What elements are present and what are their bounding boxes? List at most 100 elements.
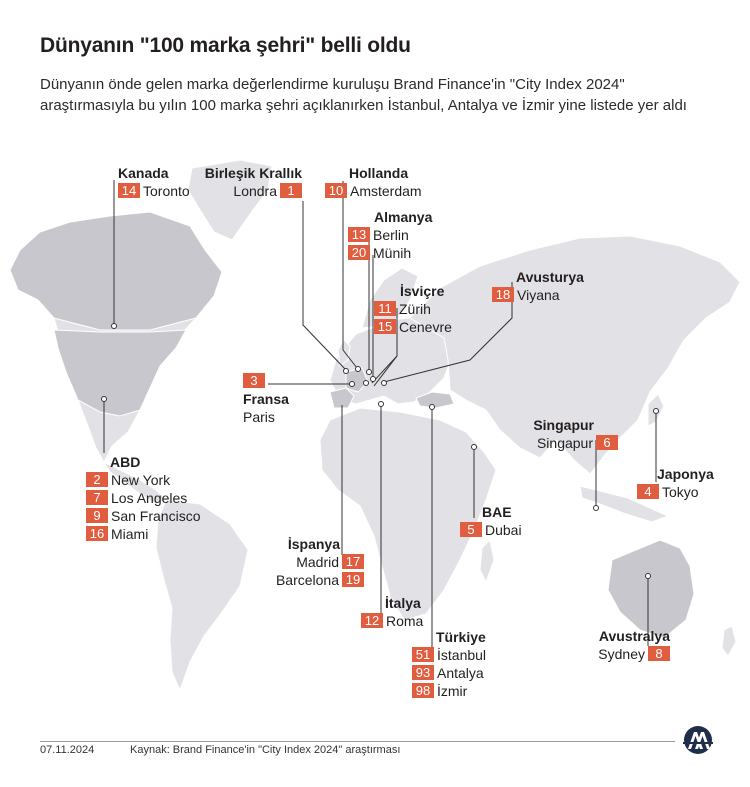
rank-badge: 4 (637, 484, 659, 499)
country-name: Japonya (657, 466, 714, 482)
city-name: Dubai (485, 522, 522, 538)
footer-date: 07.11.2024 (40, 744, 95, 756)
rank-badge: 12 (361, 613, 383, 628)
city-name: Sydney (598, 646, 645, 662)
city-name: Antalya (437, 665, 484, 681)
marker-viyana (381, 380, 387, 386)
page-subtitle: Dünyanın önde gelen marka değerlendirme … (40, 76, 687, 114)
leader-amsterdam (342, 181, 358, 369)
marker-londra (343, 368, 349, 374)
rank-badge: 19 (342, 572, 364, 587)
label-avustralya: Avustralya Sydney 8 (566, 627, 670, 663)
country-name: Avustralya (598, 628, 670, 644)
country-name: Avusturya (516, 269, 584, 285)
country-name: Fransa (243, 391, 289, 407)
country-name: Türkiye (436, 629, 486, 645)
new-zealand-shape (721, 625, 737, 657)
city-name: İzmir (437, 683, 468, 699)
country-name: Singapur (533, 417, 594, 433)
rank-badge: 18 (492, 287, 514, 302)
label-fransa: 3 Fransa Paris (243, 372, 289, 426)
turkey-highlight (415, 391, 455, 409)
marker-dubai (471, 444, 477, 450)
marker-berlin (366, 369, 372, 375)
rank-badge: 5 (460, 522, 482, 537)
city-name: İstanbul (437, 647, 487, 663)
marker-new-york (101, 396, 107, 402)
rank-badge: 93 (412, 665, 434, 680)
country-name: İsviçre (400, 283, 445, 299)
rank-badge: 16 (86, 526, 108, 541)
label-isvicre: İsviçre 11 Zürih 15 Cenevre (374, 282, 452, 336)
country-name: İtalya (385, 595, 421, 611)
label-singapur: Singapur Singapur 6 (520, 416, 618, 452)
madagascar-shape (479, 538, 495, 584)
city-name: Münih (373, 245, 412, 261)
country-name: ABD (110, 454, 141, 470)
city-name: Madrid (296, 554, 339, 570)
city-name: Cenevre (399, 319, 452, 335)
southeast-asia-shape (579, 485, 670, 523)
label-abd: ABD 2 New York 7 Los Angeles 9 San Francisc… (86, 453, 200, 543)
label-avusturya: Avusturya 18 Viyana (492, 268, 584, 304)
label-hollanda: Hollanda 10 Amsterdam (325, 164, 422, 200)
city-name: San Francisco (111, 508, 201, 524)
label-almanya: Almanya 13 Berlin 20 Münih (348, 208, 432, 262)
rank-badge: 2 (86, 472, 108, 487)
label-italya: İtalya 12 Roma (361, 594, 423, 630)
label-ispanya: İspanya Madrid 17 Barcelona 19 (250, 535, 364, 589)
label-birlesik-krallik: Birleşik Krallık Londra 1 (192, 164, 302, 200)
australia-highlight (607, 539, 695, 639)
city-name: Barcelona (275, 572, 339, 588)
greenland-shape (187, 159, 273, 241)
country-name: Birleşik Krallık (204, 165, 302, 181)
marker-amsterdam (355, 366, 361, 372)
country-name: İspanya (287, 536, 340, 552)
marker-roma (378, 401, 384, 407)
canada-highlight (9, 211, 223, 331)
country-name: Almanya (374, 209, 433, 225)
city-name: Singapur (536, 435, 593, 451)
label-turkiye: Türkiye 51 İstanbul 93 Antalya 98 İzmir (412, 628, 486, 700)
rank-badge: 3 (243, 373, 265, 388)
usa-highlight (53, 329, 187, 417)
city-name: Miami (111, 526, 149, 542)
marker-toronto (111, 323, 117, 329)
rank-badge: 6 (596, 435, 618, 450)
city-name: Amsterdam (350, 183, 422, 199)
rank-badge: 9 (86, 508, 108, 523)
city-name: Zürih (399, 301, 431, 317)
rank-badge: 14 (118, 183, 140, 198)
city-name: Viyana (517, 287, 560, 303)
city-name: Berlin (373, 227, 409, 243)
south-america-shape (155, 499, 249, 692)
rank-badge: 13 (348, 227, 370, 242)
marker-munih (370, 376, 376, 382)
leader-londra (302, 201, 347, 371)
city-name: Paris (243, 409, 275, 425)
page-title: Dünyanın "100 marka şehri" belli oldu (40, 34, 411, 57)
africa-shape (319, 407, 497, 621)
rank-badge: 10 (325, 183, 347, 198)
city-name: Roma (386, 613, 424, 629)
marker-istanbul (429, 404, 435, 410)
rank-badge: 1 (280, 183, 302, 198)
city-name: Toronto (143, 183, 190, 199)
country-name: BAE (482, 504, 512, 520)
rank-badge: 20 (348, 245, 370, 260)
rank-badge: 11 (374, 301, 396, 316)
footer-divider (40, 741, 675, 742)
marker-sydney (645, 573, 651, 579)
country-name: Hollanda (349, 165, 409, 181)
city-name: New York (111, 472, 171, 488)
label-kanada: Kanada 14 Toronto (118, 164, 190, 200)
marker-tokyo (653, 408, 659, 414)
label-bae: BAE 5 Dubai (460, 503, 522, 539)
rank-badge: 17 (342, 554, 364, 569)
leader-cenevre (373, 355, 398, 387)
label-japonya: Japonya 4 Tokyo (637, 465, 714, 501)
city-name: Londra (233, 183, 277, 199)
city-name: Los Angeles (111, 490, 188, 506)
rank-badge: 7 (86, 490, 108, 505)
city-name: Tokyo (662, 484, 699, 500)
